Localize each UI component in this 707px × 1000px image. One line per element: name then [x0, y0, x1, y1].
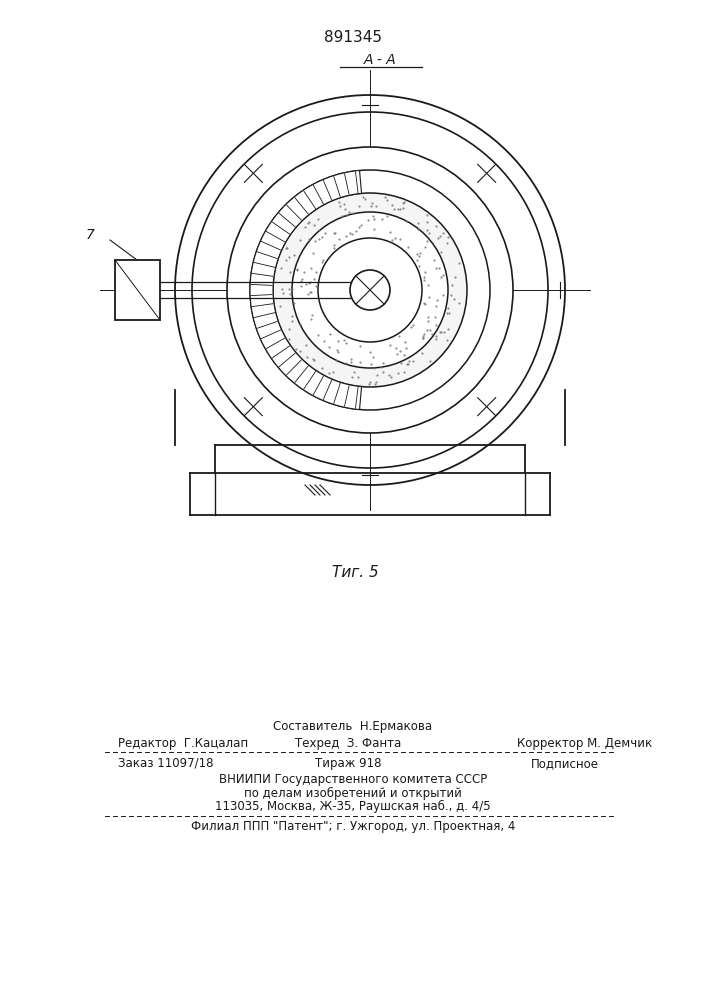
- Circle shape: [273, 193, 467, 387]
- Text: 891345: 891345: [324, 30, 382, 45]
- Bar: [115, 260, 160, 320]
- Circle shape: [318, 238, 422, 342]
- Circle shape: [175, 95, 565, 485]
- Text: по делам изобретений и открытий: по делам изобретений и открытий: [244, 787, 462, 800]
- Polygon shape: [250, 170, 361, 410]
- Text: Филиал ППП "Патент"; г. Ужгород, ул. Проектная, 4: Филиал ППП "Патент"; г. Ужгород, ул. Про…: [191, 820, 515, 833]
- Text: A - A: A - A: [363, 53, 397, 67]
- Text: ВНИИПИ Государственного комитета СССР: ВНИИПИ Государственного комитета СССР: [219, 773, 487, 786]
- Text: Заказ 11097/18: Заказ 11097/18: [118, 757, 214, 770]
- Circle shape: [227, 147, 513, 433]
- Text: Техред  З. Фанта: Техред З. Фанта: [295, 737, 401, 750]
- Circle shape: [192, 112, 548, 468]
- Text: Составитель  Н.Ермакова: Составитель Н.Ермакова: [274, 720, 433, 733]
- Circle shape: [250, 170, 490, 410]
- Text: Корректор М. Демчик: Корректор М. Демчик: [518, 737, 653, 750]
- Text: 7: 7: [86, 228, 95, 242]
- Text: 113035, Москва, Ж-35, Раушская наб., д. 4/5: 113035, Москва, Ж-35, Раушская наб., д. …: [215, 800, 491, 813]
- Text: Подписное: Подписное: [531, 757, 599, 770]
- Circle shape: [350, 270, 390, 310]
- Circle shape: [292, 212, 448, 368]
- Text: Редактор  Г.Кацалап: Редактор Г.Кацалап: [118, 737, 248, 750]
- Text: Τиг. 5: Τиг. 5: [332, 565, 378, 580]
- Text: Тираж 918: Тираж 918: [315, 757, 381, 770]
